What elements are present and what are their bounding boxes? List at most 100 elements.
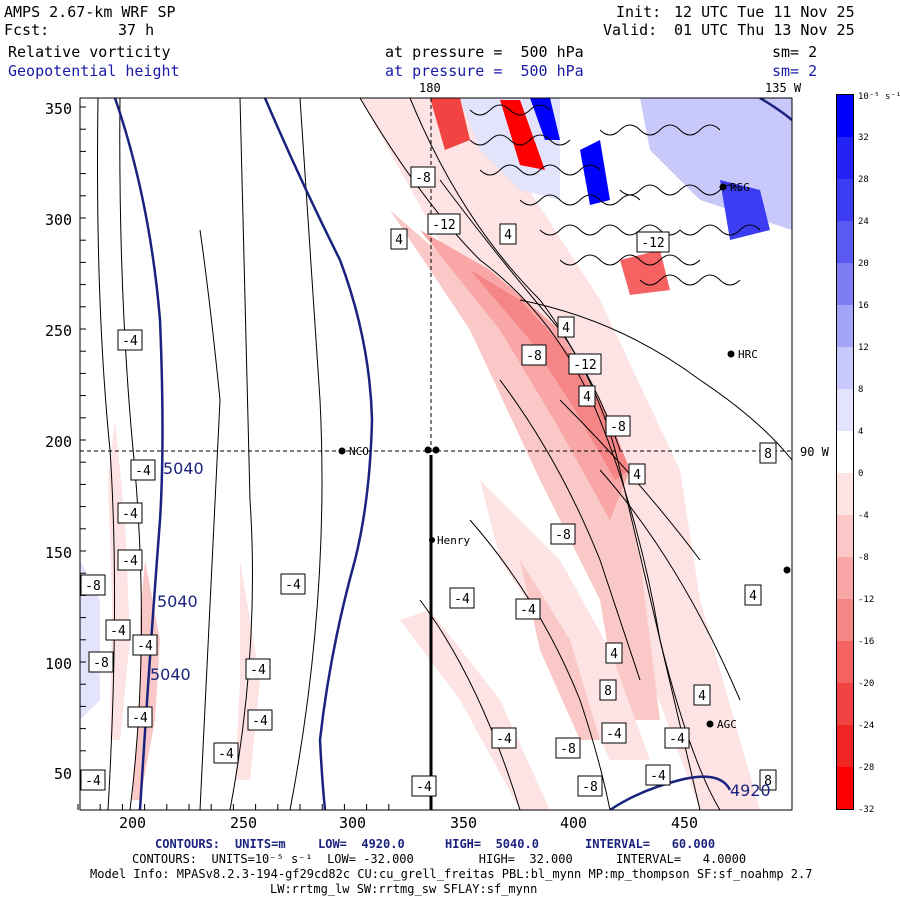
y-tick-label: 150 — [45, 544, 73, 562]
vorticity-contour-label: -12 — [427, 213, 461, 235]
footer-height-interval: INTERVAL= 60.000 — [585, 837, 716, 851]
vorticity-label-text: 4 — [395, 233, 403, 248]
vorticity-contour-label: -8 — [555, 737, 581, 759]
vorticity-contour-label: 4 — [390, 228, 408, 250]
vorticity-band — [400, 610, 550, 810]
field-1-level: at pressure = 500 hPa — [385, 43, 584, 61]
colorbar-tick-label: 0 — [858, 469, 864, 479]
station-label: HRC — [738, 348, 758, 361]
colorbar-tick-label: 8 — [858, 385, 864, 395]
vorticity-label-text: -12 — [573, 358, 596, 373]
station-label: RSG — [730, 181, 750, 194]
vorticity-contour-label: -8 — [521, 344, 547, 366]
colorbar-tick-label: 32 — [858, 133, 869, 143]
station-marker[interactable] — [719, 183, 727, 191]
vorticity-contour-label: -4 — [601, 722, 627, 744]
valid-time: 01 UTC Thu 13 Nov 25 — [674, 21, 855, 39]
vorticity-label-text: -4 — [650, 769, 666, 784]
vorticity-label-text: 8 — [764, 774, 772, 789]
vorticity-label-text: -8 — [560, 742, 576, 757]
vorticity-label-text: -4 — [496, 732, 512, 747]
vorticity-label-text: -4 — [454, 592, 470, 607]
vorticity-contour-label: -4 — [117, 329, 143, 351]
init-time: 12 UTC Tue 11 Nov 25 — [674, 3, 855, 21]
vorticity-label-text: -4 — [669, 732, 685, 747]
colorbar-swatch — [837, 95, 853, 137]
y-tick-label: 200 — [45, 433, 73, 451]
footer-height-low: LOW= 4920.0 — [318, 837, 405, 851]
vorticity-label-text: -4 — [122, 334, 138, 349]
colorbar-swatch — [837, 473, 853, 515]
station-marker[interactable] — [432, 446, 440, 454]
vorticity-band — [580, 140, 610, 205]
vorticity-contour-label: -8 — [550, 523, 576, 545]
station-marker[interactable] — [727, 350, 735, 358]
vorticity-contour-label: 8 — [759, 442, 777, 464]
vorticity-label-text: -8 — [415, 171, 431, 186]
vorticity-label-text: -4 — [218, 747, 234, 762]
vorticity-label-text: 4 — [610, 647, 618, 662]
colorbar-tick-label: -28 — [858, 763, 875, 773]
station-marker[interactable] — [338, 447, 346, 455]
vorticity-contour-label: -4 — [449, 587, 475, 609]
x-tick-label: 200 — [119, 814, 147, 832]
colorbar-tick-label: -16 — [858, 637, 875, 647]
colorbar-swatch — [837, 347, 853, 389]
vorticity-label-text: -4 — [606, 727, 622, 742]
colorbar-swatch — [837, 179, 853, 221]
y-tick-label: 250 — [45, 322, 73, 340]
vorticity-label-text: -4 — [520, 603, 536, 618]
station-marker[interactable] — [424, 446, 432, 454]
colorbar-swatch — [837, 683, 853, 725]
y-tick-label: 350 — [45, 100, 73, 118]
vorticity-label-text: -4 — [252, 714, 268, 729]
vorticity-label-text: -4 — [137, 639, 153, 654]
colorbar-tick-label: 16 — [858, 301, 869, 311]
footer-height-high: HIGH= 5040.0 — [445, 837, 539, 851]
station-label: AGC — [717, 718, 737, 731]
colorbar-swatch — [837, 767, 853, 809]
colorbar-unit: 10⁻⁵ s⁻¹ — [858, 92, 900, 102]
vorticity-label-text: 4 — [698, 689, 706, 704]
station-marker[interactable] — [783, 566, 791, 574]
y-tick-label: 100 — [45, 655, 73, 673]
colorbar-tick-label: 24 — [858, 217, 869, 227]
x-tick-label: 400 — [560, 814, 588, 832]
vorticity-band — [460, 98, 560, 200]
vorticity-band — [620, 250, 670, 295]
vorticity-band — [530, 98, 560, 140]
vorticity-contour-label: -4 — [117, 502, 143, 524]
vorticity-band — [420, 230, 630, 520]
init-label: Init: — [616, 3, 662, 21]
colorbar-tick-label: 20 — [858, 259, 869, 269]
colorbar-tick-label: -8 — [858, 553, 869, 563]
colorbar-swatch — [837, 221, 853, 263]
vorticity-contour-label: -4 — [130, 459, 156, 481]
vorticity-contour-label: -8 — [88, 651, 114, 673]
vorticity-label-text: -8 — [526, 349, 542, 364]
vorticity-contour-label: -4 — [247, 709, 273, 731]
vorticity-contour-label: -4 — [515, 598, 541, 620]
vorticity-contour-label: -4 — [117, 549, 143, 571]
vorticity-label-text: 4 — [633, 468, 641, 483]
vorticity-contour-label: -4 — [80, 769, 106, 791]
station-marker[interactable] — [429, 537, 435, 543]
colorbar-tick-label: -20 — [858, 679, 875, 689]
station-marker[interactable] — [706, 720, 714, 728]
vorticity-contour-label: -4 — [245, 658, 271, 680]
vorticity-contour-label: 8 — [759, 769, 777, 791]
y-tick-label: 50 — [54, 765, 73, 783]
vorticity-contour-label: 4 — [744, 584, 762, 606]
vorticity-contour-label: -4 — [645, 764, 671, 786]
colorbar-tick-label: -4 — [858, 511, 869, 521]
colorbar-swatch — [837, 305, 853, 347]
field-1-smooth: sm= 2 — [772, 43, 818, 61]
colorbar-swatch — [837, 515, 853, 557]
vorticity-label-text: 8 — [764, 447, 772, 462]
top-longitude-label: 180 — [419, 81, 441, 95]
colorbar-tick-label: -24 — [858, 721, 875, 731]
vorticity-contour-label: -8 — [577, 775, 603, 797]
height-label: 5040 — [157, 592, 198, 611]
colorbar-tick-label: 28 — [858, 175, 869, 185]
vorticity-contour-label: 4 — [628, 463, 646, 485]
